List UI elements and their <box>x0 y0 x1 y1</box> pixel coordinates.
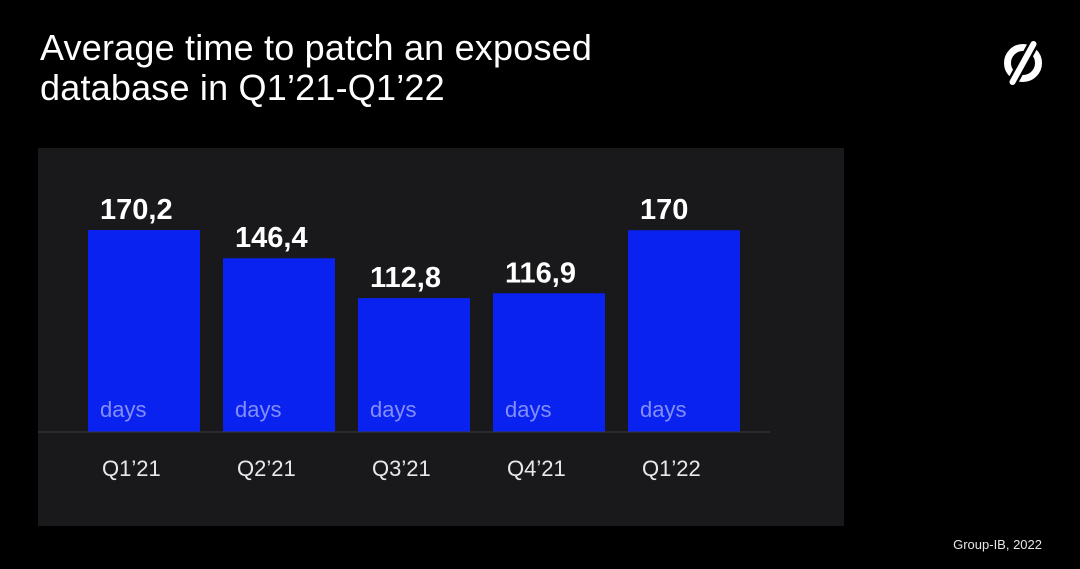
bar-value-label-2: 146,4 <box>235 222 308 254</box>
chart-title-line-1: Average time to patch an exposed <box>40 27 593 68</box>
chart-title: Average time to patch an exposed databas… <box>40 28 760 108</box>
bar-value-label-3: 112,8 <box>370 262 441 294</box>
x-tick-label-2: Q2’21 <box>237 456 296 481</box>
bar-unit-label-1: days <box>100 397 146 422</box>
x-tick-label-5: Q1’22 <box>642 456 701 481</box>
bar-unit-label-4: days <box>505 397 551 422</box>
bar-1 <box>88 230 200 432</box>
source-credit: Group-IB, 2022 <box>953 537 1042 552</box>
bar-value-label-1: 170,2 <box>100 194 173 226</box>
group-ib-logo-icon <box>1004 38 1042 88</box>
bar-unit-label-2: days <box>235 397 281 422</box>
bar-unit-label-3: days <box>370 397 416 422</box>
bar-2 <box>223 258 335 432</box>
x-tick-label-4: Q4’21 <box>507 456 566 481</box>
bar-3 <box>358 298 470 432</box>
x-tick-label-3: Q3’21 <box>372 456 431 481</box>
bar-value-label-4: 116,9 <box>505 257 576 289</box>
chart-title-line-2: database in Q1’21-Q1’22 <box>40 67 445 108</box>
bar-value-label-5: 170 <box>640 194 688 226</box>
bar-4 <box>493 293 605 432</box>
bar-chart: 170,2 days Q1’21 146,4 days Q2’21 112,8 days Q3’… <box>38 194 770 481</box>
bar-unit-label-5: days <box>640 397 686 422</box>
x-tick-label-1: Q1’21 <box>102 456 161 481</box>
chart-panel: 170,2 days Q1’21 146,4 days Q2’21 112,8 days Q3’… <box>38 148 844 526</box>
bar-5 <box>628 230 740 432</box>
